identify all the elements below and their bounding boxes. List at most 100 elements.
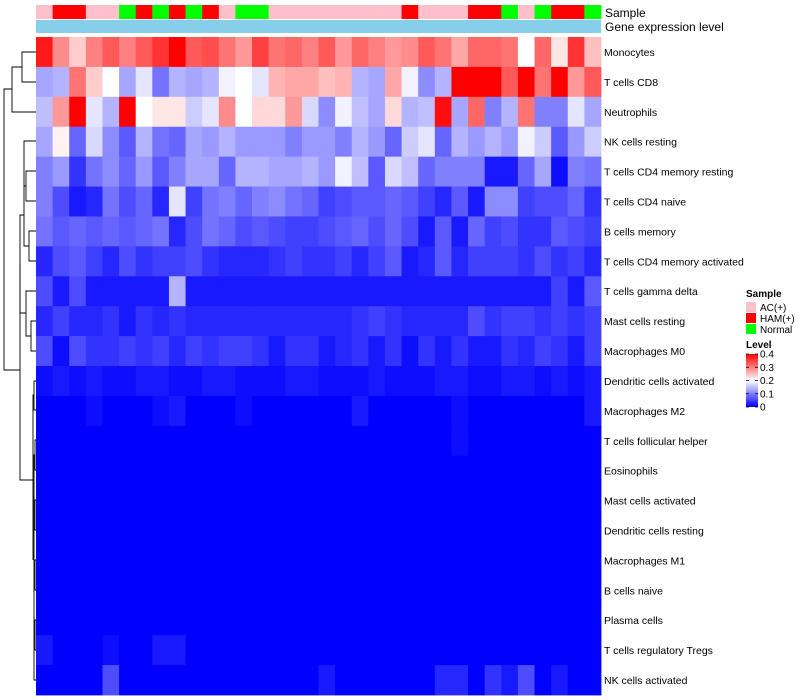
heatmap-cell bbox=[318, 395, 336, 427]
heatmap-cell bbox=[584, 66, 602, 98]
heatmap-cell bbox=[451, 455, 469, 487]
heatmap-cell bbox=[202, 276, 220, 307]
heatmap-cell bbox=[384, 575, 402, 606]
heatmap-cell bbox=[534, 485, 552, 516]
heatmap-cell bbox=[235, 156, 253, 187]
row-label: T cells CD4 memory activated bbox=[604, 256, 744, 268]
sample-annotation-cell bbox=[301, 5, 319, 19]
heatmap-cell bbox=[534, 66, 552, 98]
heatmap-cell bbox=[218, 186, 236, 217]
heatmap-cell bbox=[285, 66, 303, 98]
sample-annotation-cell bbox=[335, 5, 353, 19]
heatmap-cell bbox=[517, 665, 535, 696]
heatmap-cell bbox=[52, 366, 70, 397]
heatmap-cell bbox=[252, 425, 270, 457]
heatmap-cell bbox=[152, 395, 170, 427]
heatmap-cell bbox=[85, 545, 103, 576]
heatmap-cell bbox=[368, 575, 386, 606]
heatmap-cell bbox=[368, 126, 386, 158]
heatmap-cell bbox=[135, 455, 153, 487]
heatmap-cell bbox=[384, 485, 402, 516]
heatmap-cell bbox=[368, 66, 386, 98]
heatmap-cell bbox=[135, 395, 153, 427]
heatmap-cell bbox=[268, 96, 286, 128]
heatmap-cell bbox=[252, 306, 270, 337]
heatmap-cell bbox=[468, 156, 486, 187]
heatmap-cell bbox=[484, 156, 502, 187]
heatmap-cell bbox=[69, 216, 87, 247]
sample-annotation-cell bbox=[434, 5, 452, 19]
heatmap-cell bbox=[52, 246, 70, 277]
heatmap-cell bbox=[351, 186, 369, 217]
heatmap-cell bbox=[351, 665, 369, 696]
heatmap-cell bbox=[168, 635, 186, 666]
heatmap-cell bbox=[401, 156, 419, 187]
heatmap-cell bbox=[69, 485, 87, 516]
heatmap-cell bbox=[218, 96, 236, 128]
heatmap-cell bbox=[551, 306, 569, 337]
heatmap-cell bbox=[168, 605, 186, 636]
heatmap-cell bbox=[218, 605, 236, 636]
heatmap-cell bbox=[235, 126, 253, 158]
heatmap-cell bbox=[434, 395, 452, 427]
heatmap-cell bbox=[567, 156, 585, 187]
row-labels: Monocytes T cells CD8 Neutrophils NK cells … bbox=[604, 47, 744, 687]
heatmap-cell bbox=[102, 455, 120, 487]
sample-annotation-cell bbox=[401, 5, 419, 19]
heatmap-cell bbox=[318, 306, 336, 337]
heatmap-cell bbox=[335, 425, 353, 457]
heatmap-cell bbox=[69, 635, 87, 666]
heatmap-cell bbox=[551, 66, 569, 98]
annotation-tracks bbox=[36, 5, 602, 33]
sample-annotation-cell bbox=[368, 5, 386, 19]
heatmap-cell bbox=[335, 575, 353, 606]
heatmap-cell bbox=[52, 276, 70, 307]
heatmap-cell bbox=[185, 575, 203, 606]
heatmap-cell bbox=[268, 545, 286, 576]
heatmap-cell bbox=[351, 66, 369, 98]
heatmap-cell bbox=[268, 515, 286, 546]
heatmap-cell bbox=[69, 186, 87, 217]
heatmap-cell bbox=[567, 216, 585, 247]
heatmap-cell bbox=[235, 306, 253, 337]
heatmap-cell bbox=[468, 515, 486, 546]
heatmap-cell bbox=[401, 575, 419, 606]
heatmap-cell bbox=[517, 37, 535, 68]
heatmap-cell bbox=[52, 665, 70, 696]
heatmap-cell bbox=[69, 575, 87, 606]
heatmap-cell bbox=[368, 37, 386, 68]
heatmap-cell bbox=[401, 425, 419, 457]
heatmap-cell bbox=[434, 126, 452, 158]
heatmap-cell bbox=[584, 395, 602, 427]
heatmap-cell bbox=[218, 216, 236, 247]
heatmap-cell bbox=[152, 545, 170, 576]
heatmap-cell bbox=[517, 156, 535, 187]
heatmap-cell bbox=[368, 545, 386, 576]
heatmap-cell bbox=[168, 66, 186, 98]
heatmap-cell bbox=[501, 575, 519, 606]
heatmap-cell bbox=[468, 425, 486, 457]
heatmap-cell bbox=[584, 186, 602, 217]
heatmap-cell bbox=[268, 665, 286, 696]
heatmap-cell bbox=[584, 635, 602, 666]
heatmap-cell bbox=[69, 276, 87, 307]
heatmap-cell bbox=[534, 126, 552, 158]
heatmap-cell bbox=[468, 485, 486, 516]
heatmap-cell bbox=[501, 455, 519, 487]
heatmap-cell bbox=[517, 186, 535, 217]
heatmap-cell bbox=[252, 395, 270, 427]
heatmap-cell bbox=[252, 216, 270, 247]
heatmap-cell bbox=[185, 126, 203, 158]
heatmap-cell bbox=[335, 126, 353, 158]
heatmap-cell bbox=[418, 336, 436, 367]
heatmap-cell bbox=[85, 336, 103, 367]
heatmap-cell bbox=[102, 126, 120, 158]
heatmap-cell bbox=[551, 455, 569, 487]
heatmap-cell bbox=[468, 395, 486, 427]
heatmap-cell bbox=[484, 545, 502, 576]
heatmap-cell bbox=[285, 425, 303, 457]
heatmap-cell bbox=[185, 425, 203, 457]
heatmap-cell bbox=[202, 96, 220, 128]
heatmap-cell bbox=[468, 126, 486, 158]
heatmap-cell bbox=[318, 216, 336, 247]
